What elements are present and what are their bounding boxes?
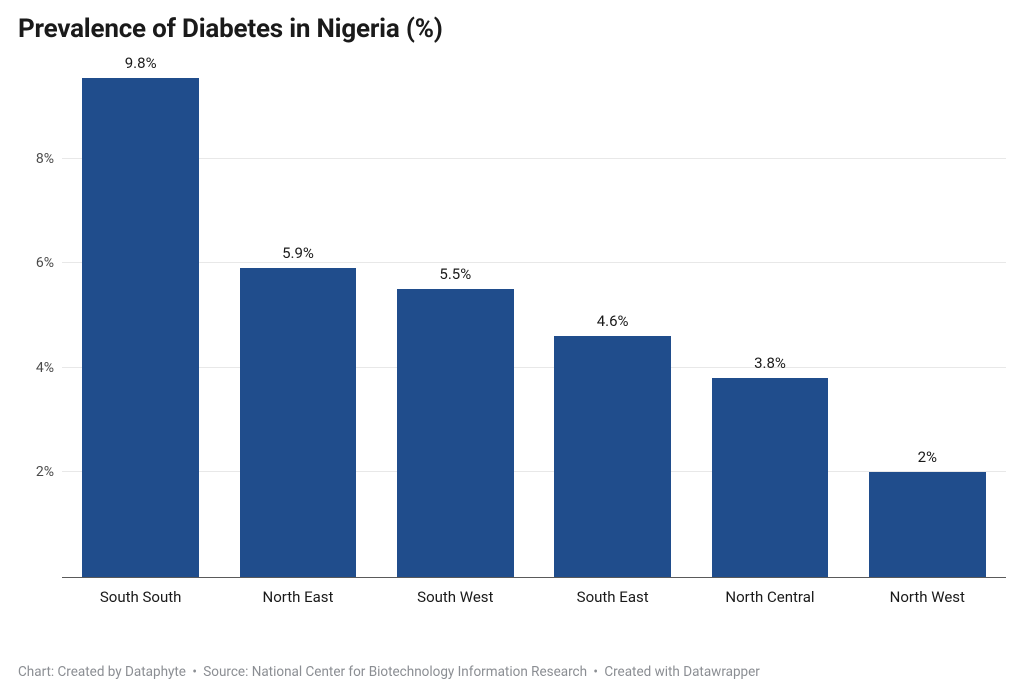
- x-axis-labels: South SouthNorth EastSouth WestSouth Eas…: [62, 578, 1006, 624]
- plot-area: 2%4%6%8% 9.8%5.9%5.5%4.6%3.8%2%: [62, 54, 1006, 578]
- bar-value-label: 4.6%: [597, 312, 629, 330]
- bar-slot: 3.8%: [691, 54, 848, 577]
- bar-value-label: 5.5%: [439, 265, 471, 283]
- bar-slot: 5.5%: [377, 54, 534, 577]
- separator-dot: •: [192, 664, 197, 680]
- x-axis-label: North West: [849, 578, 1006, 624]
- chart-title: Prevalence of Diabetes in Nigeria (%): [18, 14, 1006, 44]
- x-axis-label: North East: [219, 578, 376, 624]
- bar: [712, 378, 828, 577]
- y-tick-label: 8%: [36, 151, 62, 167]
- x-axis-label: South South: [62, 578, 219, 624]
- x-axis-label: South East: [534, 578, 691, 624]
- y-tick-label: 2%: [36, 464, 62, 480]
- bar-value-label: 3.8%: [754, 354, 786, 372]
- y-tick-label: 6%: [36, 255, 62, 271]
- y-tick-label: 4%: [36, 360, 62, 376]
- bar: [240, 268, 356, 577]
- bars-row: 9.8% 5.9% 5.5% 4.6% 3.8% 2%: [62, 54, 1006, 577]
- bar: [554, 336, 670, 577]
- x-axis-label: North Central: [691, 578, 848, 624]
- separator-dot: •: [593, 664, 598, 680]
- bar-slot: 4.6%: [534, 54, 691, 577]
- chart-credit: Chart: Created by Dataphyte: [18, 664, 186, 680]
- chart-region: 2% 4% 6% 8% 9.8% 5.9% 5.5% 4.6% 3.8% 2% South So…: [18, 54, 1006, 624]
- bar-value-label: 2%: [918, 448, 937, 466]
- bar: [82, 78, 198, 577]
- bar-slot: 5.9%: [219, 54, 376, 577]
- bar-value-label: 5.9%: [282, 244, 314, 262]
- bar: [397, 289, 513, 577]
- tool-credit: Created with Datawrapper: [604, 664, 760, 680]
- chart-footer: Chart: Created by Dataphyte • Source: Na…: [18, 664, 760, 680]
- bar: [869, 472, 985, 577]
- bar-value-label: 9.8%: [125, 54, 157, 72]
- source-credit: Source: National Center for Biotechnolog…: [203, 664, 587, 680]
- bar-slot: 9.8%: [62, 54, 219, 577]
- x-axis-label: South West: [377, 578, 534, 624]
- bar-slot: 2%: [849, 54, 1006, 577]
